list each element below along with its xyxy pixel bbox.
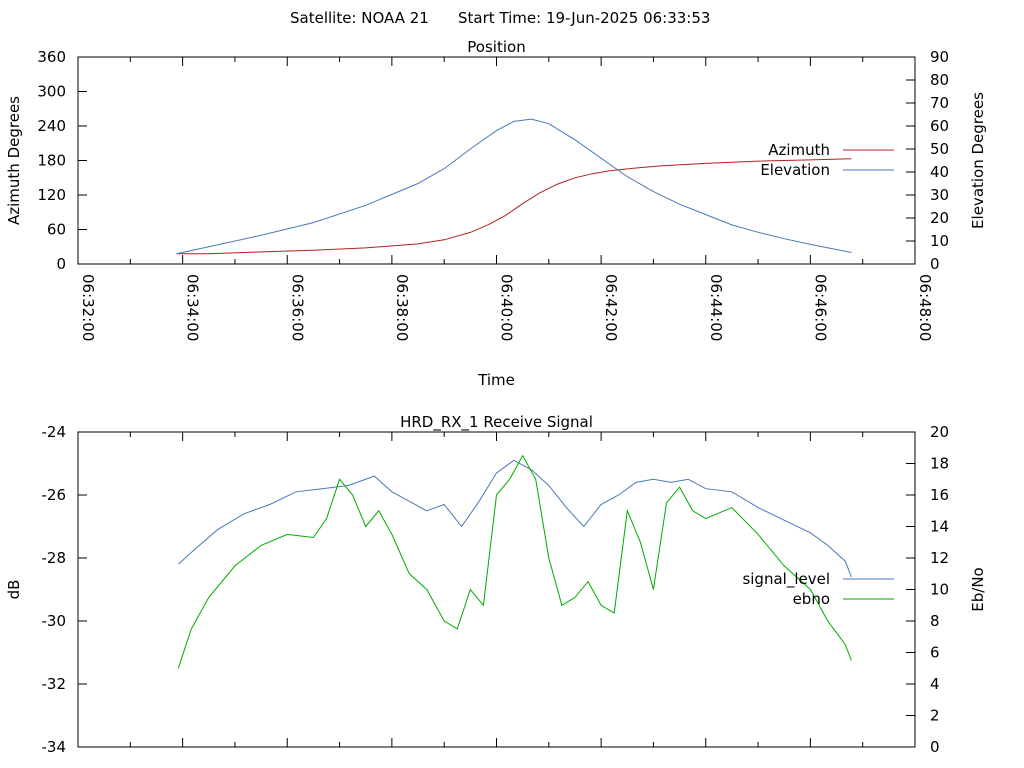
y2-tick-label: 18 xyxy=(930,455,949,473)
y2-tick-label: 10 xyxy=(930,232,949,250)
y-axis-label: Azimuth Degrees xyxy=(5,96,23,225)
y2-tick-label: 60 xyxy=(930,117,949,135)
y2-axis-label: Eb/No xyxy=(969,567,987,611)
x-tick-label: 06:44:00 xyxy=(707,274,725,341)
y-tick-label: -24 xyxy=(42,423,67,441)
y2-tick-label: 50 xyxy=(930,140,949,158)
y2-tick-label: 90 xyxy=(930,48,949,66)
x-tick-label: 06:34:00 xyxy=(184,274,202,341)
plot-title: Position xyxy=(467,38,525,56)
y2-tick-label: 14 xyxy=(930,518,949,536)
y-tick-label: -28 xyxy=(42,549,67,567)
y-tick-label: -26 xyxy=(42,486,67,504)
legend-label: signal_level xyxy=(742,570,830,589)
y-axis-label: dB xyxy=(5,580,23,600)
y2-axis-label: Elevation Degrees xyxy=(969,92,987,229)
legend-label: Elevation xyxy=(760,161,830,179)
y2-tick-label: 70 xyxy=(930,94,949,112)
y2-tick-label: 12 xyxy=(930,549,949,567)
y-tick-label: 360 xyxy=(37,48,66,66)
y-tick-label: 240 xyxy=(37,117,66,135)
y-tick-label: -34 xyxy=(42,738,67,756)
y2-tick-label: 20 xyxy=(930,209,949,227)
y2-tick-label: 16 xyxy=(930,486,949,504)
y-tick-label: 60 xyxy=(47,221,66,239)
y2-tick-label: 20 xyxy=(930,423,949,441)
legend-label: Azimuth xyxy=(768,141,830,159)
x-tick-label: 06:46:00 xyxy=(811,274,829,341)
legend-label: ebno xyxy=(793,590,830,608)
position-plot: Position 06:32:00 06:34:00 06:36:00 06:38:00… xyxy=(5,38,987,389)
x-tick-label: 06:48:00 xyxy=(916,274,934,341)
y-tick-label: 0 xyxy=(56,255,66,273)
y2-tick-label: 8 xyxy=(930,612,940,630)
y-tick-label: 300 xyxy=(37,83,66,101)
series-line-ebno xyxy=(177,454,852,669)
y-tick-label: -30 xyxy=(42,612,67,630)
y2-tick-label: 0 xyxy=(930,738,940,756)
plot-title: HRD_RX_1 Receive Signal xyxy=(400,413,593,432)
x-tick-label: 06:32:00 xyxy=(79,274,97,341)
series-line-elevation xyxy=(176,118,852,255)
y-tick-label: -32 xyxy=(42,675,67,693)
y-tick-label: 180 xyxy=(37,152,66,170)
series-line-azimuth xyxy=(176,158,852,255)
y2-tick-label: 2 xyxy=(930,707,940,725)
y2-tick-label: 30 xyxy=(930,186,949,204)
x-tick-label: 06:40:00 xyxy=(498,274,516,341)
satellite-label: Satellite: NOAA 21 xyxy=(290,9,429,27)
x-tick-label: 06:36:00 xyxy=(288,274,306,341)
series-line-signal-level xyxy=(177,459,852,578)
plot-frame xyxy=(77,431,916,748)
y2-tick-label: 80 xyxy=(930,71,949,89)
y2-tick-label: 4 xyxy=(930,675,940,693)
x-axis-label: Time xyxy=(477,371,515,389)
receive-signal-plot: HRD_RX_1 Receive Signal -34 -32 -30 -28 -26 -2… xyxy=(5,413,987,756)
y2-tick-label: 10 xyxy=(930,581,949,599)
start-time-label: Start Time: 19-Jun-2025 06:33:53 xyxy=(458,9,710,27)
y2-tick-label: 6 xyxy=(930,644,940,662)
x-tick-label: 06:38:00 xyxy=(393,274,411,341)
y2-tick-label: 40 xyxy=(930,163,949,181)
y-tick-label: 120 xyxy=(37,186,66,204)
x-tick-label: 06:42:00 xyxy=(602,274,620,341)
y2-tick-label: 0 xyxy=(930,255,940,273)
